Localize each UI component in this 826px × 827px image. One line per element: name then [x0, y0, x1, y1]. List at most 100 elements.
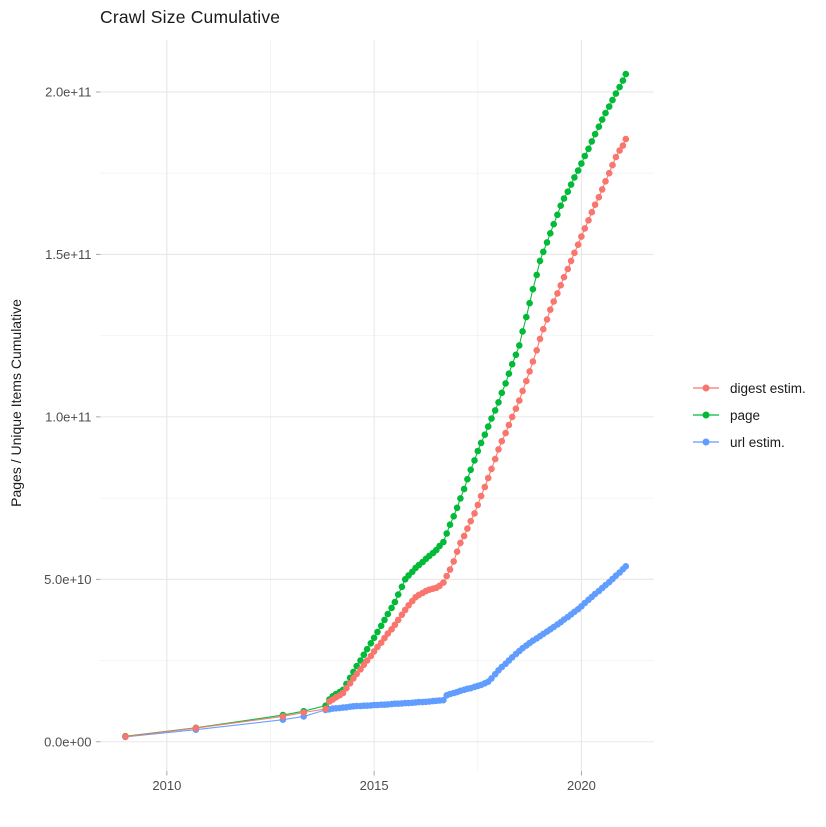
- data-point: [508, 360, 516, 368]
- data-point: [488, 465, 495, 473]
- data-point: [384, 630, 392, 637]
- data-point: [564, 265, 572, 273]
- data-point: [481, 431, 489, 439]
- data-point: [474, 447, 482, 455]
- axis-tick-marks: [96, 91, 582, 776]
- x-tick-label: 2010: [152, 778, 181, 793]
- data-point: [560, 195, 568, 202]
- data-point: [464, 525, 471, 532]
- y-axis-tick-labels: 0.0e+00 5.0e+10 1.0e+11 1.5e+11 2.0e+11: [44, 84, 91, 749]
- url-estim-key-icon: [693, 438, 719, 446]
- data-point: [495, 446, 502, 453]
- data-point: [547, 230, 554, 237]
- data-point: [557, 282, 564, 289]
- data-point: [519, 387, 526, 395]
- data-point: [398, 583, 406, 591]
- data-point: [581, 225, 589, 232]
- data-point: [529, 358, 537, 365]
- data-point: [460, 485, 468, 493]
- digest-estim-key-icon: [693, 384, 719, 392]
- data-point: [508, 413, 516, 421]
- data-point: [443, 530, 451, 537]
- data-point: [571, 249, 578, 257]
- data-point: [401, 606, 409, 614]
- data-point: [377, 639, 385, 646]
- y-tick-label: 5.0e+10: [44, 572, 91, 587]
- legend-item-digest-estim: digest estim.: [690, 380, 806, 396]
- data-point: [498, 389, 506, 397]
- data-point: [574, 167, 582, 174]
- data-point: [384, 610, 392, 618]
- data-point: [564, 188, 572, 195]
- data-point: [446, 521, 454, 528]
- data-point: [453, 504, 461, 512]
- data-point: [619, 142, 627, 149]
- data-point: [519, 328, 526, 335]
- data-point: [533, 347, 540, 354]
- x-tick-label: 2020: [567, 778, 596, 793]
- legend-label-url-estim: url estim.: [730, 434, 785, 450]
- data-point: [588, 138, 596, 145]
- data-point: [619, 77, 627, 84]
- major-gridlines: [100, 40, 654, 771]
- data-point: [471, 457, 478, 464]
- data-point: [450, 558, 458, 565]
- data-point: [394, 591, 402, 598]
- legend-label-digest-estim: digest estim.: [730, 380, 806, 396]
- data-point: [585, 145, 592, 153]
- data-point: [557, 202, 564, 209]
- x-axis-tick-labels: 2010 2015 2020: [152, 778, 596, 793]
- data-point: [554, 211, 561, 219]
- series-url-estim: [122, 563, 630, 741]
- data-point: [516, 397, 523, 404]
- data-point: [467, 517, 475, 525]
- data-point: [595, 193, 603, 201]
- series-page: [122, 70, 630, 740]
- data-point: [450, 513, 458, 520]
- data-point: [598, 186, 606, 193]
- data-point: [609, 161, 616, 169]
- data-point: [360, 651, 368, 658]
- data-point: [339, 689, 347, 697]
- data-point: [300, 709, 308, 716]
- data-point: [602, 178, 609, 185]
- data-point: [523, 377, 530, 385]
- data-point: [457, 539, 464, 547]
- data-point: [443, 572, 451, 580]
- data-point: [622, 563, 630, 570]
- data-point: [481, 483, 489, 491]
- data-point: [484, 423, 492, 430]
- data-point: [279, 713, 287, 720]
- data-point: [536, 257, 544, 265]
- data-point: [495, 399, 502, 406]
- series-digest-estim: [122, 135, 630, 740]
- data-point: [440, 579, 447, 586]
- data-point: [192, 724, 200, 732]
- data-point: [554, 290, 561, 297]
- data-point: [616, 83, 623, 91]
- data-point: [471, 510, 478, 517]
- y-tick-label: 1.0e+11: [45, 409, 91, 424]
- data-point: [391, 621, 399, 629]
- data-point: [533, 271, 540, 279]
- data-point: [477, 439, 485, 447]
- data-point: [605, 169, 613, 177]
- data-point: [370, 648, 378, 655]
- data-point: [391, 598, 399, 606]
- data-point: [574, 241, 582, 248]
- data-point: [581, 152, 589, 160]
- data-point: [484, 474, 492, 482]
- data-point: [578, 160, 585, 167]
- data-point: [398, 611, 406, 618]
- data-point: [464, 475, 471, 483]
- data-point: [440, 696, 447, 704]
- data-point: [616, 147, 623, 154]
- data-point: [505, 421, 513, 429]
- data-point: [595, 123, 603, 130]
- y-tick-label: 0.0e+00: [44, 734, 91, 749]
- legend-item-page: page: [690, 407, 806, 423]
- legend-label-page: page: [730, 407, 761, 423]
- data-point: [491, 455, 499, 463]
